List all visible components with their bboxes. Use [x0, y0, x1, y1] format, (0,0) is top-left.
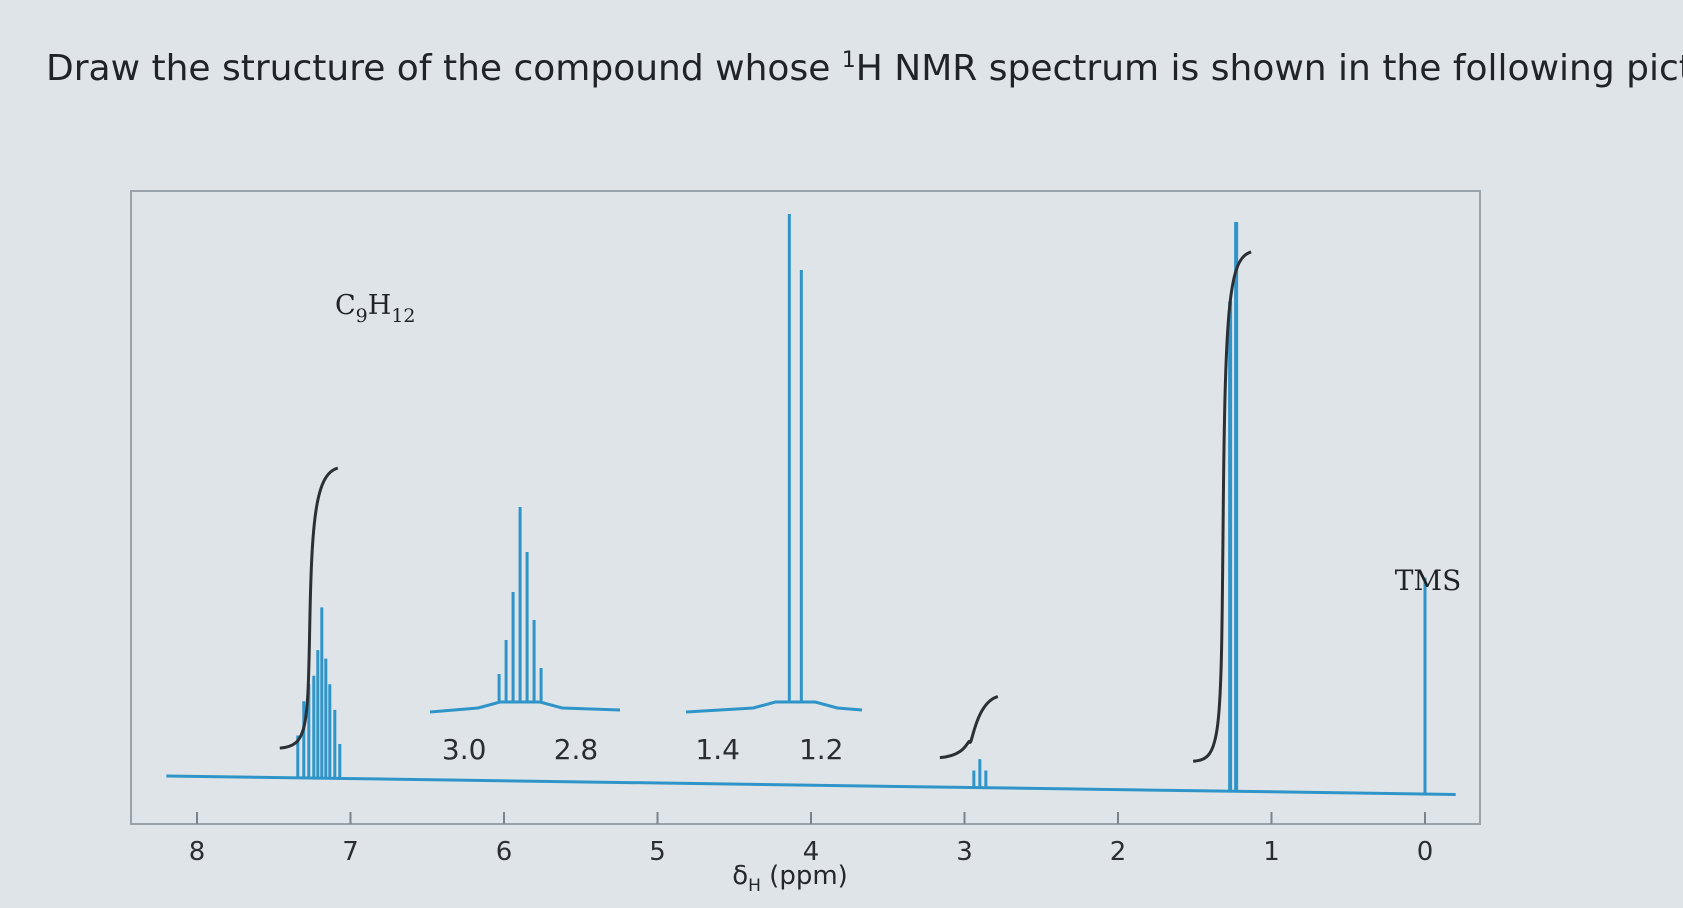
- x-tick-label: 8: [189, 837, 206, 867]
- integral-curves: [279, 250, 1252, 763]
- doublet-inset: 1.4 1.2: [685, 214, 863, 766]
- question-text-end: H NMR spectrum is shown in the following…: [855, 48, 1683, 89]
- x-tick-label: 6: [496, 837, 513, 867]
- integral-2-9ppm: [939, 695, 999, 760]
- integral-7-2ppm: [279, 466, 339, 750]
- inset1-tick-label-3-0: 3.0: [442, 733, 487, 766]
- doublet-inset-trace: [685, 700, 863, 714]
- x-tick-label: 3: [956, 837, 973, 867]
- x-axis-label-symbol: δ: [732, 861, 748, 891]
- inset2-tick-label-1-4: 1.4: [695, 733, 740, 766]
- x-tick-label: 7: [342, 837, 359, 867]
- svg-text:C9H12: C9H12: [335, 290, 416, 327]
- formula-h-count: 12: [391, 305, 415, 327]
- chart-frame: [130, 190, 1481, 825]
- inset1-tick-label-2-8: 2.8: [554, 733, 599, 766]
- formula-c-count: 9: [356, 305, 368, 327]
- peak-2-9ppm: [972, 759, 988, 788]
- doublet-inset-lines: [787, 214, 803, 702]
- x-axis-label-unit: (ppm): [761, 861, 848, 891]
- formula-h: H: [368, 290, 392, 321]
- x-tick-label: 2: [1110, 837, 1127, 867]
- septet-inset-lines: [497, 507, 543, 702]
- peak-7-2ppm: [296, 607, 342, 779]
- spectrum-baseline: [166, 774, 1456, 796]
- integral-1-25ppm: [1193, 250, 1252, 763]
- molecular-formula-label: C9H12: [335, 290, 416, 327]
- x-tick-label: 5: [649, 837, 666, 867]
- x-axis-tick-labels: 8 7 6 5 4 3 2 1 0: [189, 837, 1434, 867]
- question-superscript: 1: [841, 48, 856, 73]
- septet-inset-trace: [429, 700, 621, 714]
- spectrum-peaks: [296, 222, 1427, 794]
- x-tick-label: 0: [1417, 837, 1434, 867]
- formula-c: C: [335, 290, 356, 321]
- inset2-tick-label-1-2: 1.2: [799, 733, 844, 766]
- question-text-start: Draw the structure of the compound whose: [46, 48, 842, 89]
- septet-inset: 3.0 2.8: [429, 507, 621, 766]
- tms-annotation: TMS: [1395, 564, 1462, 597]
- x-tick-label: 4: [803, 837, 820, 867]
- peak-1-25ppm: [1228, 222, 1239, 792]
- x-axis-label: δH (ppm): [732, 861, 848, 896]
- x-axis-label-subscript: H: [748, 876, 761, 896]
- x-tick-label: 1: [1263, 837, 1280, 867]
- question-text: Draw the structure of the compound whose…: [46, 48, 1683, 89]
- x-axis-ticks: [196, 812, 1426, 824]
